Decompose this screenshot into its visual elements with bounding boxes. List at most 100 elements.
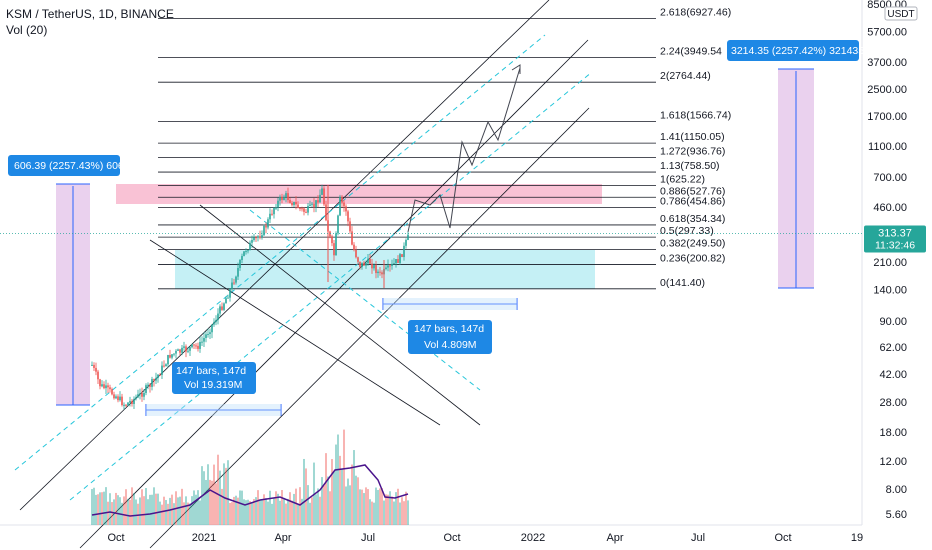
candle-body: [263, 225, 265, 236]
volume-bar: [261, 499, 263, 525]
currency-badge-label: USDT: [887, 9, 914, 20]
volume-bar: [157, 493, 159, 525]
candle-body: [205, 334, 207, 339]
price-tick-label: 28.00: [879, 397, 907, 409]
candle-body: [379, 271, 381, 273]
candle-body: [363, 262, 365, 266]
candle-body: [91, 364, 93, 366]
candle-body: [159, 374, 161, 376]
candle-body: [307, 205, 309, 213]
volume-bar: [401, 497, 403, 525]
candle-body: [297, 204, 299, 209]
volume-bar: [291, 500, 293, 525]
volume-bar: [97, 494, 99, 525]
volume-bar: [371, 501, 373, 525]
volume-bar: [159, 501, 161, 525]
volume-bar: [253, 499, 255, 525]
candle-body: [113, 394, 115, 399]
range-label-box: [727, 40, 859, 61]
candle-body: [189, 347, 191, 351]
bars-label-text: 147 bars, 147d: [414, 323, 484, 335]
volume-bar: [297, 503, 299, 525]
candle-body: [135, 397, 137, 399]
volume-bar: [299, 487, 301, 525]
volume-bar: [407, 500, 409, 525]
candle-body: [321, 188, 323, 195]
time-tick-label: Oct: [774, 532, 791, 544]
volume-bar: [237, 497, 239, 525]
volume-bar: [277, 493, 279, 525]
candle-body: [107, 385, 109, 388]
volume-bar: [321, 477, 323, 525]
volume-bar: [267, 501, 269, 525]
candle-body: [175, 350, 177, 354]
volume-bar: [351, 464, 353, 525]
candle-body: [171, 354, 173, 358]
price-tick-label: 3700.00: [867, 57, 907, 69]
candle-body: [401, 254, 403, 257]
price-tick-label: 5.60: [886, 509, 907, 521]
candle-body: [395, 259, 397, 264]
candle-body: [119, 396, 121, 401]
volume-bar: [93, 487, 95, 525]
time-tick-label: Apr: [606, 532, 623, 544]
candle-body: [241, 256, 243, 261]
volume-bar: [103, 491, 105, 525]
candle-body: [301, 208, 303, 210]
candle-body: [315, 200, 317, 208]
candle-body: [155, 377, 157, 381]
candle-body: [193, 344, 195, 346]
candle-body: [267, 219, 269, 228]
candle-body: [245, 250, 247, 252]
price-tick-label: 700.00: [873, 172, 907, 184]
candles-group: [91, 184, 409, 410]
volume-bar: [323, 485, 325, 525]
candle-body: [133, 398, 135, 404]
volume-bar: [153, 487, 155, 525]
candle-body: [357, 257, 359, 262]
candle-body: [375, 265, 377, 274]
bars-label-text: 147 bars, 147d: [176, 365, 246, 377]
price-tick-label: 90.00: [879, 316, 907, 328]
candle-body: [393, 263, 395, 265]
descending-line: [149, 239, 441, 426]
volume-bar: [235, 495, 237, 525]
volume-bar: [217, 454, 219, 525]
volume-bar: [403, 501, 405, 525]
volume-bar: [129, 499, 131, 525]
volume-bar: [141, 489, 143, 525]
candle-body: [111, 389, 113, 395]
volume-bar: [197, 490, 199, 525]
channel-line: [79, 39, 589, 549]
candle-body: [299, 208, 301, 210]
time-tick-label: Oct: [107, 532, 124, 544]
candle-body: [343, 202, 345, 207]
volume-bar: [247, 499, 249, 525]
volume-bar: [115, 492, 117, 525]
volume-bar: [215, 483, 217, 525]
candle-body: [377, 271, 379, 274]
volume-bar: [365, 487, 367, 525]
volume-bar: [165, 500, 167, 525]
candle-body: [399, 254, 401, 263]
volume-bar: [335, 444, 337, 525]
fib-level-label: 0.786(454.86): [660, 196, 725, 208]
volume-bar: [295, 488, 297, 525]
volume-bar: [227, 460, 229, 525]
volume-bar: [343, 429, 345, 525]
volume-bar: [123, 496, 125, 525]
volume-bar: [359, 489, 361, 525]
candle-body: [95, 367, 97, 372]
volume-bar: [95, 494, 97, 525]
candle-body: [197, 345, 199, 349]
volume-bar: [331, 459, 333, 525]
candle-body: [247, 250, 249, 252]
volume-bar: [389, 491, 391, 525]
volume-bar: [341, 469, 343, 525]
candle-body: [385, 267, 387, 269]
volume-bar: [231, 502, 233, 525]
volume-bar: [109, 493, 111, 525]
candle-body: [295, 201, 297, 205]
candle-body: [181, 347, 183, 353]
